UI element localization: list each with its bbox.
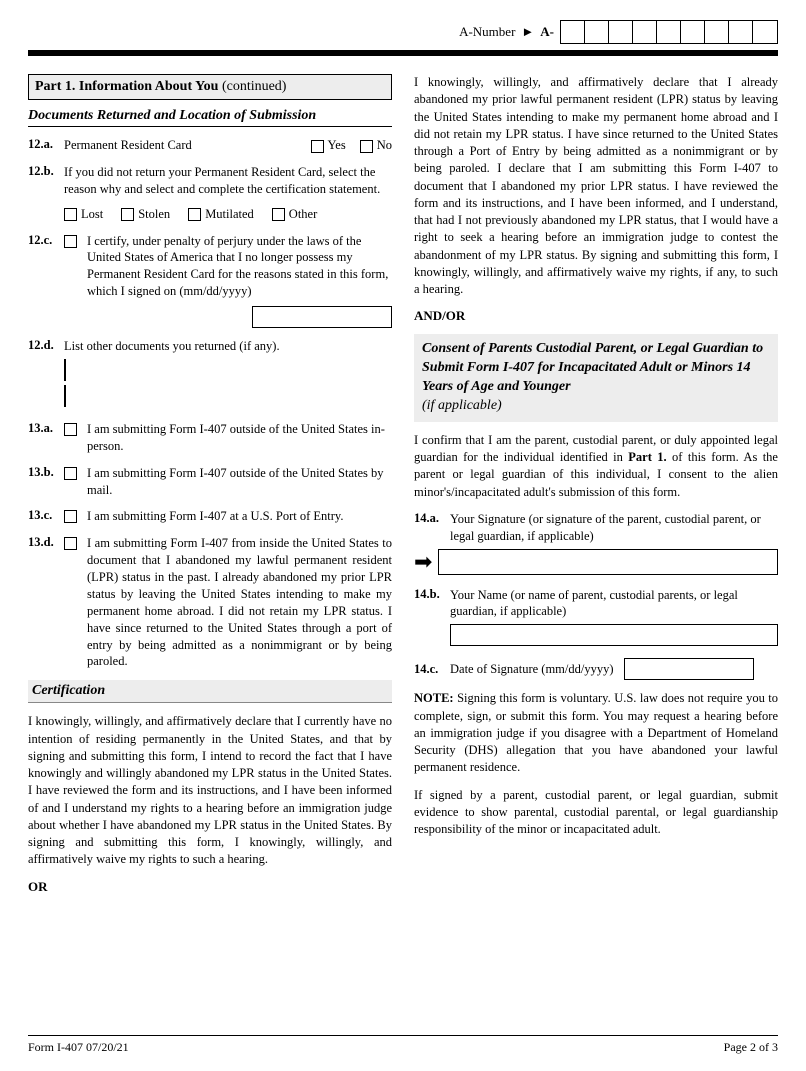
divider-bar bbox=[28, 50, 778, 56]
q13c: 13.c. I am submitting Form I-407 at a U.… bbox=[28, 508, 392, 525]
q12a-yes[interactable]: Yes bbox=[311, 137, 346, 154]
q14a-signature-input[interactable] bbox=[438, 549, 778, 575]
q13a: 13.a. I am submitting Form I-407 outside… bbox=[28, 421, 392, 455]
q13b-num: 13.b. bbox=[28, 465, 64, 480]
a-number-input[interactable] bbox=[560, 20, 778, 44]
footer-right: Page 2 of 3 bbox=[724, 1040, 778, 1055]
a-prefix: A- bbox=[540, 24, 554, 40]
q14a-text: Your Signature (or signature of the pare… bbox=[450, 511, 778, 545]
q12c: 12.c. I certify, under penalty of perjur… bbox=[28, 233, 392, 329]
q14c-text: Date of Signature (mm/dd/yyyy) bbox=[450, 661, 614, 678]
q12a-label: Permanent Resident Card bbox=[64, 137, 192, 154]
part-header: Part 1. Information About You (continued… bbox=[28, 74, 392, 100]
q12d-num: 12.d. bbox=[28, 338, 64, 355]
q12d-text: List other documents you returned (if an… bbox=[64, 338, 392, 355]
q13b-checkbox[interactable] bbox=[64, 467, 77, 480]
q12d: 12.d. List other documents you returned … bbox=[28, 338, 392, 411]
q12a: 12.a. Permanent Resident Card Yes No bbox=[28, 137, 392, 154]
q12b-mutilated[interactable]: Mutilated bbox=[188, 206, 254, 223]
q14b-name-input[interactable] bbox=[450, 624, 778, 646]
q12c-date-input[interactable] bbox=[252, 306, 392, 328]
cert-para-2: I knowingly, willingly, and affirmativel… bbox=[414, 74, 778, 298]
q12a-num: 12.a. bbox=[28, 137, 64, 152]
certification-heading: Certification bbox=[28, 680, 392, 703]
q12d-input-2[interactable] bbox=[64, 385, 66, 407]
q14c-date-input[interactable] bbox=[624, 658, 754, 680]
q13a-text: I am submitting Form I-407 outside of th… bbox=[87, 421, 392, 455]
section-docs-heading: Documents Returned and Location of Submi… bbox=[28, 108, 392, 127]
q12b-num: 12.b. bbox=[28, 164, 64, 179]
andor-text: AND/OR bbox=[414, 308, 778, 324]
q13b: 13.b. I am submitting Form I-407 outside… bbox=[28, 465, 392, 499]
consent-sub: (if applicable) bbox=[422, 398, 502, 413]
q12b-text: If you did not return your Permanent Res… bbox=[64, 164, 392, 198]
note2-para: If signed by a parent, custodial parent,… bbox=[414, 787, 778, 839]
q12b-stolen[interactable]: Stolen bbox=[121, 206, 170, 223]
q13b-text: I am submitting Form I-407 outside of th… bbox=[87, 465, 392, 499]
note-para: NOTE: Signing this form is voluntary. U.… bbox=[414, 690, 778, 776]
q13d-num: 13.d. bbox=[28, 535, 64, 550]
q12c-checkbox[interactable] bbox=[64, 235, 77, 248]
consent-heading: Consent of Parents Custodial Parent, or … bbox=[414, 334, 778, 422]
or-text: OR bbox=[28, 879, 392, 895]
part-title-rest: (continued) bbox=[218, 79, 286, 94]
q12d-input-1[interactable] bbox=[64, 359, 66, 381]
q14b: 14.b. Your Name (or name of parent, cust… bbox=[414, 587, 778, 621]
q14a: 14.a. Your Signature (or signature of th… bbox=[414, 511, 778, 545]
q14c: 14.c. Date of Signature (mm/dd/yyyy) bbox=[414, 658, 778, 680]
q13a-checkbox[interactable] bbox=[64, 423, 77, 436]
q12c-num: 12.c. bbox=[28, 233, 64, 248]
a-number-label: A-Number bbox=[459, 24, 515, 40]
q13d-checkbox[interactable] bbox=[64, 537, 77, 550]
q13c-text: I am submitting Form I-407 at a U.S. Por… bbox=[87, 508, 343, 525]
q14c-num: 14.c. bbox=[414, 662, 450, 677]
q12a-no[interactable]: No bbox=[360, 137, 392, 154]
part-title: Part 1. Information About You bbox=[35, 79, 218, 94]
q12b-other[interactable]: Other bbox=[272, 206, 317, 223]
q13c-checkbox[interactable] bbox=[64, 510, 77, 523]
q14b-text: Your Name (or name of parent, custodial … bbox=[450, 587, 778, 621]
arrow-right-icon: ➡ bbox=[414, 549, 432, 575]
cert-para-1: I knowingly, willingly, and affirmativel… bbox=[28, 713, 392, 868]
q13d-text: I am submitting Form I-407 from inside t… bbox=[87, 535, 392, 670]
q12c-text: I certify, under penalty of perjury unde… bbox=[87, 234, 388, 299]
footer-left: Form I-407 07/20/21 bbox=[28, 1040, 129, 1055]
consent-para: I confirm that I am the parent, custodia… bbox=[414, 432, 778, 501]
q14a-num: 14.a. bbox=[414, 511, 450, 526]
arrow-icon: ► bbox=[521, 24, 534, 40]
q13c-num: 13.c. bbox=[28, 508, 64, 523]
q12b: 12.b. If you did not return your Permane… bbox=[28, 164, 392, 223]
q13d: 13.d. I am submitting Form I-407 from in… bbox=[28, 535, 392, 670]
a-number-row: A-Number ► A- bbox=[28, 20, 778, 44]
q13a-num: 13.a. bbox=[28, 421, 64, 436]
consent-title: Consent of Parents Custodial Parent, or … bbox=[422, 341, 763, 394]
q14b-num: 14.b. bbox=[414, 587, 450, 602]
q12b-lost[interactable]: Lost bbox=[64, 206, 103, 223]
footer: Form I-407 07/20/21 Page 2 of 3 bbox=[28, 1035, 778, 1055]
